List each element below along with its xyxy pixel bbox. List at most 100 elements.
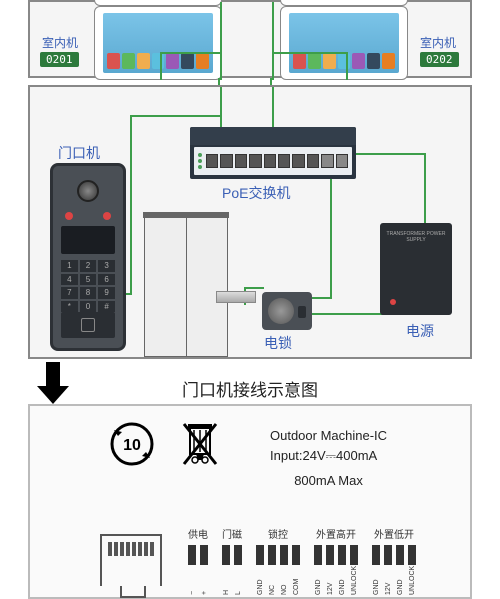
terminal-pin: GND xyxy=(256,545,264,595)
terminal-pin-label: GND xyxy=(339,569,346,595)
terminal-pin-label: + xyxy=(201,569,208,595)
elevator-icon xyxy=(144,217,228,357)
wire xyxy=(244,287,264,289)
wire xyxy=(312,313,384,315)
keypad-key: 3 xyxy=(98,260,115,272)
terminal-pin: H xyxy=(222,545,230,595)
outdoor-line3: 800mA Max xyxy=(270,471,387,491)
wiring-diagram-panel: 10 Outdoor Machine-IC Input:24V⎓400mA 80… xyxy=(28,404,472,599)
wire xyxy=(130,115,220,117)
terminal-group: 外置低开GND12VGNDUNLOCK xyxy=(372,526,416,598)
wire xyxy=(160,52,220,54)
wire xyxy=(346,52,348,80)
terminal-group: 外置高开 GND 12V GND UNLOCK xyxy=(314,526,358,598)
door-station-label: 门口机 xyxy=(58,143,100,163)
psu-text: TRANSFORMER POWER SUPPLY xyxy=(384,231,448,243)
recycle-icon: 10 xyxy=(108,420,156,468)
rj45-connector-icon xyxy=(100,534,162,586)
power-supply-device: TRANSFORMER POWER SUPPLY xyxy=(380,223,452,315)
terminal-pin: 12V xyxy=(326,545,334,595)
switch-ports xyxy=(206,154,348,168)
terminal-pin: GND xyxy=(372,545,380,595)
terminal-pin-label: UNLOCK xyxy=(409,569,416,595)
indoor-badge-right: 0202 xyxy=(420,52,459,67)
terminal-pin: GND xyxy=(314,545,322,595)
wire xyxy=(424,153,426,225)
keypad-key: 8 xyxy=(80,287,97,299)
terminal-pin: UNLOCK xyxy=(350,545,358,595)
terminal-pin: 12V xyxy=(384,545,392,595)
terminal-group: 门磁HL xyxy=(222,526,242,598)
lock-bolt-icon xyxy=(216,291,256,303)
terminal-pin-label: GND xyxy=(257,569,264,595)
terminal-pin-label: UNLOCK xyxy=(351,569,358,595)
wire xyxy=(160,52,162,80)
terminal-pin-label: COM xyxy=(293,569,300,595)
wire xyxy=(330,179,332,299)
keypad-key: 5 xyxy=(80,274,97,286)
poe-switch-device xyxy=(190,127,356,179)
outdoor-line2: Input:24V⎓400mA xyxy=(270,446,387,466)
power-label: 电源 xyxy=(406,321,434,341)
indoor-label-left: 室内机 xyxy=(42,34,78,51)
keypad-key: * xyxy=(61,301,78,313)
wire xyxy=(220,87,222,127)
keypad-key: 1 xyxy=(61,260,78,272)
terminal-pin-label: GND xyxy=(397,569,404,595)
terminal-group-label: 锁控 xyxy=(268,526,288,541)
terminal-pin: NO xyxy=(280,545,288,595)
svg-text:10: 10 xyxy=(123,437,141,454)
door-led-icon xyxy=(65,212,73,220)
terminal-pin-label: 12V xyxy=(327,569,334,595)
outdoor-line1: Outdoor Machine-IC xyxy=(270,426,387,446)
wire xyxy=(272,87,274,127)
psu-led-icon xyxy=(390,299,396,305)
wire xyxy=(356,153,426,155)
wire xyxy=(272,2,274,80)
wire xyxy=(130,115,132,295)
door-card-reader xyxy=(61,312,115,338)
terminal-pin-label: − xyxy=(189,569,196,595)
indoor-unit-left: 室内机 0201 xyxy=(36,32,248,82)
electric-lock-device xyxy=(262,292,312,330)
screen-icons-right xyxy=(293,53,395,69)
terminal-pin-label: NC xyxy=(269,569,276,595)
monitor-right xyxy=(280,6,408,80)
monitor-left xyxy=(94,6,222,80)
terminal-pin: NC xyxy=(268,545,276,595)
door-display xyxy=(61,226,115,254)
terminal-pin-label: 12V xyxy=(385,569,392,595)
door-led-icon xyxy=(103,212,111,220)
keypad-key: 6 xyxy=(98,274,115,286)
terminal-pin-label: L xyxy=(235,569,242,595)
door-station-device: 1 2 3 4 5 6 7 8 9 * 0 # xyxy=(50,163,126,351)
door-camera-icon xyxy=(77,180,99,202)
terminal-block: 供电−+门磁HL锁控GNDNCNOCOM外置高开GND12VGNDUNLOCK外… xyxy=(188,526,450,598)
terminal-group-label: 供电 xyxy=(188,526,208,541)
terminal-group: 锁控 GND NCNO COM xyxy=(256,526,300,598)
terminal-pin-label: H xyxy=(223,569,230,595)
keypad-key: 0 xyxy=(80,301,97,313)
terminal-pin-label: GND xyxy=(315,569,322,595)
keypad-key: 2 xyxy=(80,260,97,272)
indoor-label-right: 室内机 xyxy=(420,34,456,51)
outdoor-spec-text: Outdoor Machine-IC Input:24V⎓400mA 800mA… xyxy=(270,426,387,491)
indoor-badge-left: 0201 xyxy=(40,52,79,67)
terminal-pin: COM xyxy=(292,545,300,595)
poe-switch-label: PoE交换机 xyxy=(222,183,290,203)
terminal-pin-label: NO xyxy=(281,569,288,595)
keypad-key: # xyxy=(98,301,115,313)
terminal-group: 供电 −+ xyxy=(188,526,208,598)
wire xyxy=(312,297,332,299)
screen-icons-left xyxy=(107,53,209,69)
wire xyxy=(272,52,348,54)
wire xyxy=(220,2,222,80)
waste-bin-icon xyxy=(180,420,220,468)
wiring-section-title: 门口机接线示意图 xyxy=(0,376,500,401)
indoor-unit-right: 室内机 0202 xyxy=(256,32,468,82)
door-keypad: 1 2 3 4 5 6 7 8 9 * 0 # xyxy=(61,260,115,312)
terminal-pin-label: GND xyxy=(373,569,380,595)
terminal-pin: − xyxy=(188,545,196,595)
terminal-pin: + xyxy=(200,545,208,595)
terminal-group-label: 外置高开 xyxy=(316,526,356,541)
